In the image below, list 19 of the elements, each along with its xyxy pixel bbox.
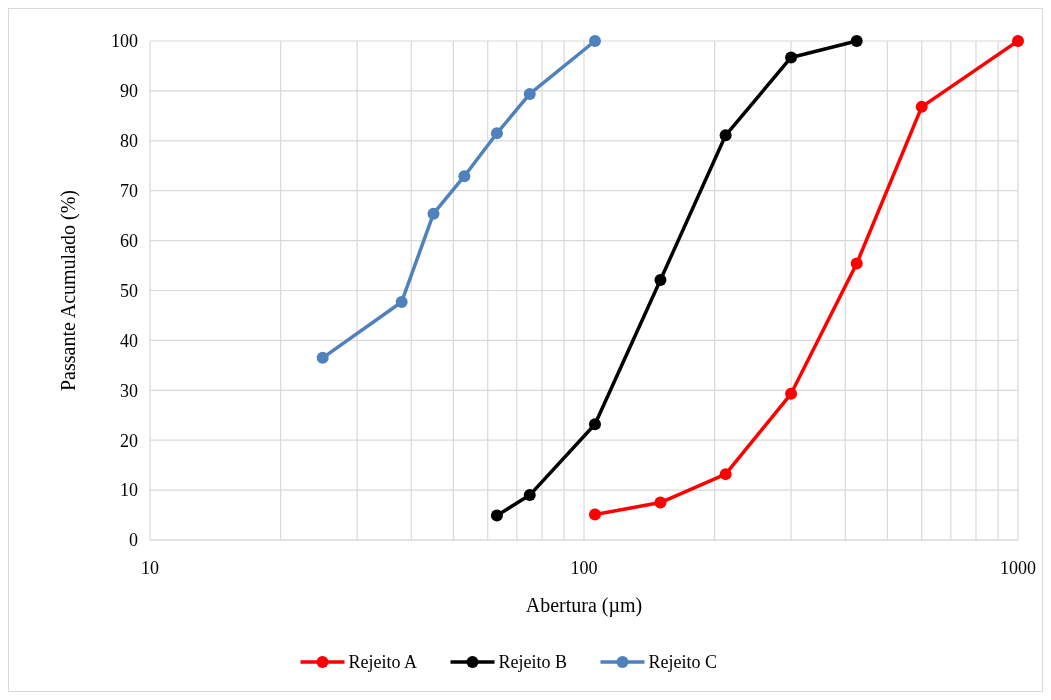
y-tick-label: 50 bbox=[120, 280, 138, 301]
y-tick-label: 30 bbox=[120, 380, 138, 401]
y-tick-label: 60 bbox=[120, 230, 138, 251]
legend-label: Rejeito B bbox=[498, 652, 567, 673]
x-tick-label: 100 bbox=[570, 558, 598, 578]
y-tick-label: 20 bbox=[120, 430, 138, 451]
y-tick-label: 0 bbox=[129, 530, 138, 551]
y-axis-title: Passante Acumulado (%) bbox=[57, 189, 80, 392]
y-tick-label: 10 bbox=[120, 480, 138, 501]
y-tick-label: 90 bbox=[120, 81, 138, 102]
x-tick-label: 1000 bbox=[1000, 558, 1036, 578]
x-tick-label: 10 bbox=[141, 558, 159, 578]
x-axis-title: Abertura (µm) bbox=[525, 594, 643, 617]
y-tick-label: 80 bbox=[120, 131, 138, 152]
legend-label: Rejeito C bbox=[648, 652, 717, 673]
legend-label: Rejeito A bbox=[348, 652, 417, 673]
y-tick-label: 100 bbox=[111, 31, 138, 52]
y-tick-label: 40 bbox=[120, 330, 138, 351]
y-tick-label: 70 bbox=[120, 181, 138, 201]
